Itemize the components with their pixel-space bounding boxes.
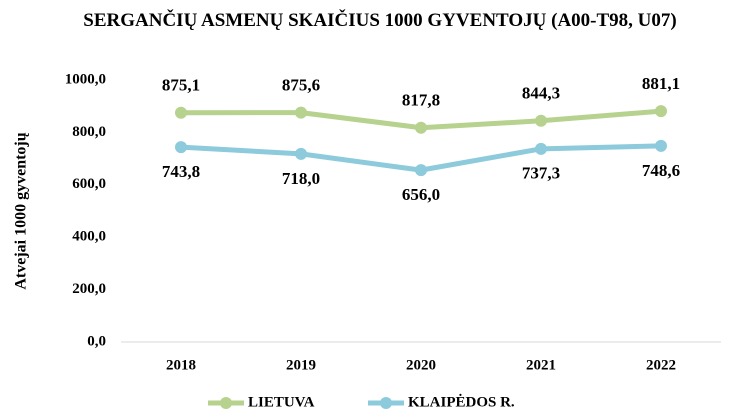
data-label: 875,1 bbox=[162, 76, 200, 95]
legend-label: LIETUVA bbox=[248, 394, 315, 409]
data-label: 718,0 bbox=[282, 169, 320, 188]
data-label: 881,1 bbox=[642, 74, 680, 93]
legend-marker bbox=[380, 397, 392, 409]
data-label: 817,8 bbox=[402, 91, 440, 110]
legend-label: KLAIPĖDOS R. bbox=[408, 393, 515, 409]
data-label: 656,0 bbox=[402, 185, 440, 204]
legend-marker bbox=[220, 397, 232, 409]
x-tick-label: 2019 bbox=[286, 357, 316, 373]
point bbox=[175, 141, 187, 154]
point bbox=[295, 147, 307, 160]
point bbox=[655, 139, 667, 152]
y-tick-label: 400,0 bbox=[72, 229, 106, 245]
point bbox=[535, 114, 547, 127]
point bbox=[655, 105, 667, 118]
x-tick-label: 2021 bbox=[526, 357, 556, 373]
y-tick-label: 600,0 bbox=[72, 176, 106, 192]
y-tick-label: 800,0 bbox=[72, 124, 106, 140]
data-label: 875,6 bbox=[282, 75, 320, 94]
y-tick-label: 0,0 bbox=[87, 333, 106, 349]
data-label: 748,6 bbox=[642, 161, 680, 180]
point bbox=[295, 106, 307, 119]
y-tick-label: 1000,0 bbox=[65, 71, 106, 87]
y-axis-title: Atvejai 1000 gyventojų bbox=[13, 132, 30, 289]
x-tick-label: 2022 bbox=[646, 357, 676, 373]
x-tick-label: 2020 bbox=[406, 357, 436, 373]
data-label: 743,8 bbox=[162, 162, 200, 181]
y-tick-label: 200,0 bbox=[72, 281, 106, 297]
point bbox=[175, 106, 187, 119]
point bbox=[415, 121, 427, 134]
data-label: 737,3 bbox=[522, 164, 560, 183]
x-tick-label: 2018 bbox=[166, 357, 196, 373]
point bbox=[415, 164, 427, 177]
chart-title: SERGANČIŲ ASMENŲ SKAIČIUS 1000 GYVENTOJŲ… bbox=[83, 10, 677, 31]
data-label: 844,3 bbox=[522, 84, 560, 103]
point bbox=[535, 142, 547, 155]
